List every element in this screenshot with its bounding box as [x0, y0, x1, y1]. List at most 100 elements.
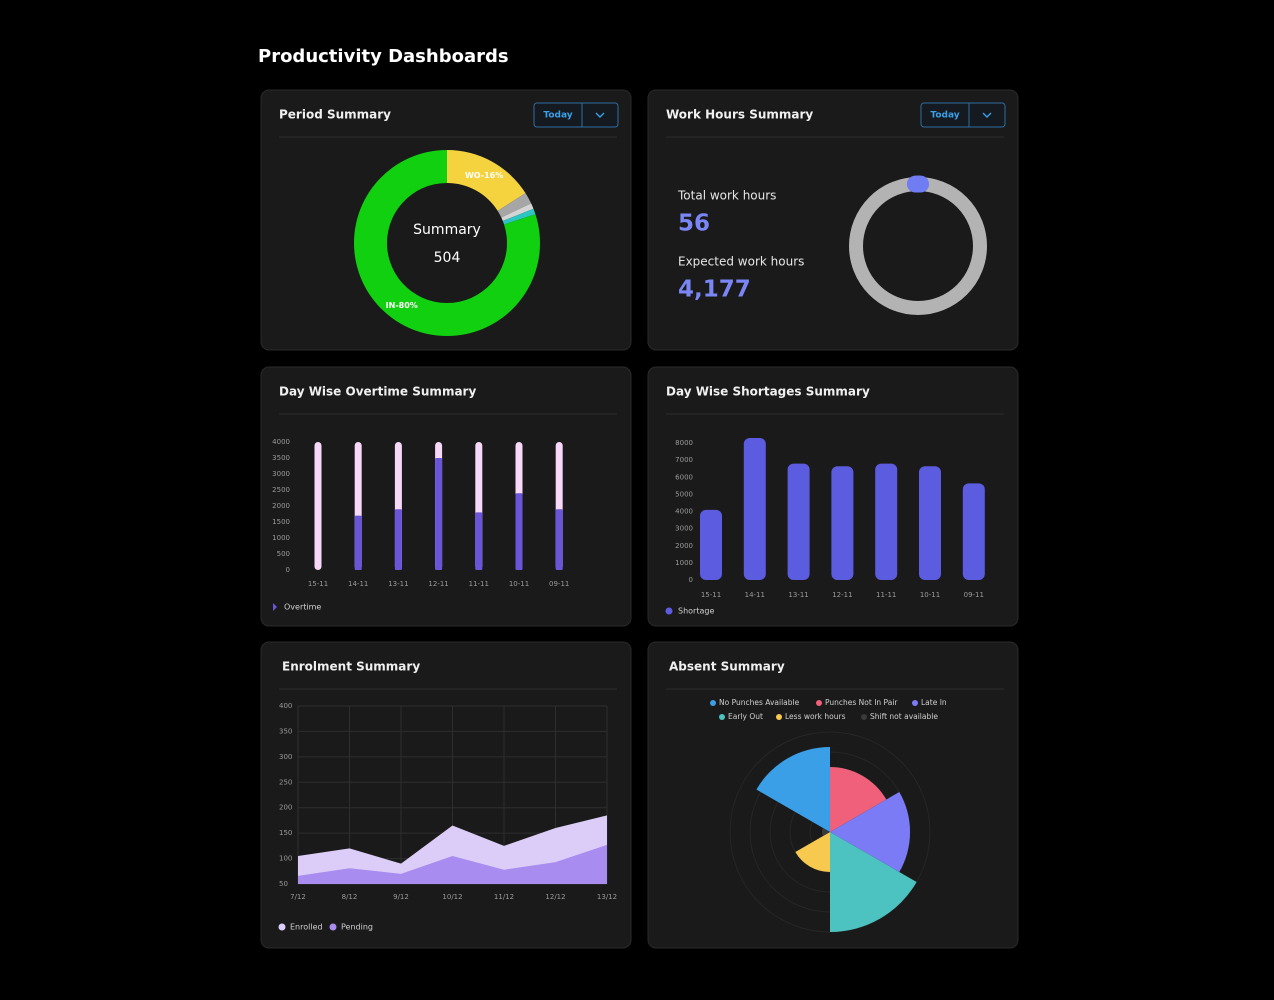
area [298, 844, 607, 884]
legend-label: Less work hours [785, 712, 846, 721]
chevron[interactable] [595, 112, 605, 118]
segment-label: IN-80% [386, 301, 418, 310]
y-tick-label: 8000 [675, 439, 693, 447]
bar [962, 483, 985, 580]
metric-label: Expected work hours [678, 255, 804, 269]
legend-label: Punches Not In Pair [825, 698, 898, 707]
polar-segment [830, 832, 917, 932]
y-tick-label: 0 [286, 566, 290, 574]
panel [260, 89, 632, 351]
button-label[interactable]: Today [930, 111, 959, 121]
legend-label: Pending [341, 923, 373, 932]
bar [555, 509, 563, 570]
x-tick-label: 10/12 [442, 893, 462, 901]
y-tick-label: 3500 [272, 454, 290, 462]
bar [743, 438, 766, 580]
polar-segment [830, 792, 911, 872]
legend-marker [278, 923, 286, 931]
y-tick-label: 4000 [675, 508, 693, 516]
y-tick-label: 4000 [272, 438, 290, 446]
dropdown-button[interactable] [533, 102, 619, 128]
bar-track [314, 442, 322, 570]
x-tick-label: 12-11 [428, 580, 448, 588]
legend-marker [816, 700, 822, 706]
bar [354, 515, 362, 570]
legend-marker [710, 700, 716, 706]
y-tick-label: 3000 [675, 525, 693, 533]
dropdown-button[interactable] [920, 102, 1006, 128]
y-tick-label: 2500 [272, 486, 290, 494]
metric-value: 56 [678, 211, 710, 237]
bar [700, 509, 722, 580]
legend-marker [776, 714, 782, 720]
bar [875, 463, 898, 580]
legend-label: Enrolled [290, 923, 323, 932]
y-tick-label: 100 [279, 855, 292, 863]
bar [787, 463, 810, 580]
panel-title: Day Wise Overtime Summary [279, 385, 476, 399]
button-label[interactable]: Today [543, 111, 572, 121]
legend-label: Shortage [678, 607, 714, 616]
center-label: Summary [413, 222, 481, 238]
legend-marker [719, 714, 725, 720]
x-tick-label: 15-11 [308, 580, 328, 588]
y-tick-label: 350 [279, 727, 292, 735]
panel-title: Work Hours Summary [666, 108, 813, 122]
panel [260, 641, 632, 949]
bar [919, 466, 941, 580]
x-tick-label: 13/12 [597, 893, 617, 901]
y-tick-label: 150 [279, 829, 292, 837]
legend-label: No Punches Available [719, 698, 800, 707]
panel [260, 366, 632, 627]
metric-label: Total work hours [677, 189, 776, 203]
chevron[interactable] [982, 112, 992, 118]
legend-label: Late In [921, 698, 947, 707]
donut-segment [497, 193, 532, 218]
bar [475, 512, 483, 570]
y-tick-label: 0 [689, 576, 693, 584]
y-tick-label: 200 [279, 804, 292, 812]
y-tick-label: 1000 [272, 534, 290, 542]
y-tick-label: 2000 [675, 542, 693, 550]
polar-segment [822, 828, 830, 836]
x-tick-label: 7/12 [290, 893, 306, 901]
polar-segment [795, 832, 830, 872]
y-tick-label: 6000 [675, 473, 693, 481]
donut-segment [501, 203, 534, 221]
donut-segment [353, 150, 540, 337]
x-tick-label: 9/12 [393, 893, 409, 901]
page-title: Productivity Dashboards [258, 46, 509, 67]
x-tick-label: 15-11 [701, 591, 721, 599]
legend-marker [912, 700, 918, 706]
x-tick-label: 09-11 [549, 580, 569, 588]
x-tick-label: 14-11 [745, 591, 765, 599]
y-tick-label: 1500 [272, 518, 290, 526]
y-tick-label: 300 [279, 753, 292, 761]
bar [394, 509, 402, 570]
y-tick-label: 1000 [675, 559, 693, 567]
polar-segment [756, 747, 830, 832]
y-tick-label: 7000 [675, 456, 693, 464]
x-tick-label: 10-11 [509, 580, 529, 588]
y-tick-label: 400 [279, 702, 292, 710]
panel-title: Period Summary [279, 108, 391, 122]
donut-segment [447, 150, 526, 211]
y-tick-label: 2000 [272, 502, 290, 510]
x-tick-label: 12-11 [832, 591, 852, 599]
metric-value: 4,177 [678, 277, 751, 303]
x-tick-label: 14-11 [348, 580, 368, 588]
x-tick-label: 11-11 [469, 580, 489, 588]
y-tick-label: 500 [277, 550, 290, 558]
bar [515, 493, 523, 570]
panel-title: Enrolment Summary [282, 660, 420, 674]
segment-label: WO-16% [465, 171, 503, 180]
x-tick-label: 8/12 [342, 893, 358, 901]
legend-label: Shift not available [870, 712, 938, 721]
y-tick-label: 50 [279, 880, 288, 888]
legend-marker [329, 923, 337, 931]
x-tick-label: 10-11 [920, 591, 940, 599]
panel [647, 89, 1019, 351]
